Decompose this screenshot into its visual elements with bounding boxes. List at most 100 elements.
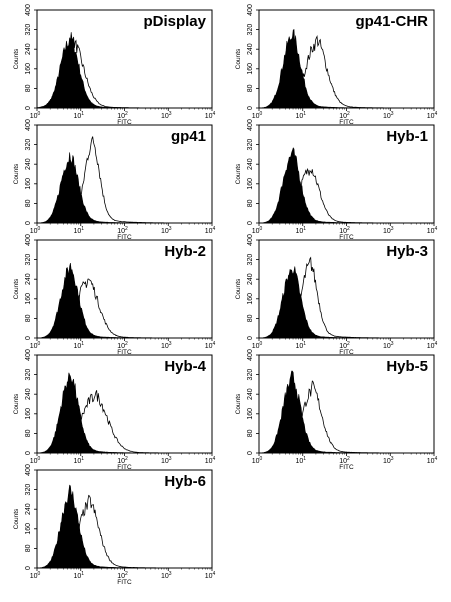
panel-title: Hyb-4 (164, 358, 206, 375)
y-tick-label: 400 (247, 349, 254, 361)
y-tick-label: 320 (247, 24, 254, 36)
x-tick-label: 100 (30, 341, 41, 350)
x-tick-label: 100 (30, 571, 41, 580)
y-tick-label: 400 (247, 119, 254, 131)
x-tick-label: 101 (295, 111, 306, 120)
y-tick-label: 320 (247, 254, 254, 266)
x-tick-label: 104 (205, 111, 216, 120)
x-tick-label: 103 (161, 341, 172, 350)
filled-histogram-series (36, 372, 212, 454)
histogram-panel-9: Hyb-6 0 80 160 240 320 400 Counts 100 101 102 103 10… (13, 464, 216, 586)
x-tick-label: 101 (295, 456, 306, 465)
x-tick-label: 101 (73, 456, 84, 465)
x-tick-label: 104 (427, 341, 438, 350)
y-tick-label: 240 (25, 158, 32, 170)
y-tick-label: 80 (25, 84, 32, 92)
y-tick-label: 160 (247, 293, 254, 305)
y-axis-label: Counts (235, 278, 242, 299)
histogram-panel-8: Hyb-5 0 80 160 240 320 400 Counts 100 101 102 103 10… (235, 349, 438, 471)
y-tick-label: 80 (25, 544, 32, 552)
filled-histogram-series (258, 28, 434, 109)
y-tick-label: 160 (247, 63, 254, 75)
y-tick-label: 80 (25, 314, 32, 322)
x-tick-label: 104 (427, 111, 438, 120)
x-tick-label: 103 (383, 111, 394, 120)
x-axis-label: FITC (117, 234, 132, 241)
x-tick-label: 100 (252, 341, 263, 350)
histogram-panel-6: Hyb-3 0 80 160 240 320 400 Counts 100 101 102 103 10… (235, 234, 438, 356)
panel-title: gp41 (171, 128, 206, 145)
x-tick-label: 102 (117, 571, 128, 580)
y-tick-label: 320 (247, 139, 254, 151)
y-tick-label: 80 (25, 429, 32, 437)
y-tick-label: 400 (247, 4, 254, 16)
y-tick-label: 320 (25, 484, 32, 496)
x-tick-label: 104 (427, 456, 438, 465)
x-tick-label: 101 (73, 226, 84, 235)
x-tick-label: 103 (161, 456, 172, 465)
panel-title: Hyb-5 (386, 358, 428, 375)
y-tick-label: 400 (25, 234, 32, 246)
y-tick-label: 240 (25, 43, 32, 55)
y-tick-label: 160 (247, 178, 254, 190)
x-tick-label: 102 (117, 341, 128, 350)
x-tick-label: 100 (252, 456, 263, 465)
x-axis-label: FITC (117, 349, 132, 356)
x-tick-label: 103 (161, 111, 172, 120)
panel-title: gp41-CHR (355, 13, 428, 30)
y-tick-label: 0 (25, 451, 32, 455)
x-tick-label: 102 (339, 111, 350, 120)
y-axis-label: Counts (235, 393, 242, 414)
x-tick-label: 102 (117, 456, 128, 465)
x-tick-label: 100 (30, 111, 41, 120)
y-tick-label: 400 (247, 234, 254, 246)
histogram-panel-2: gp41-CHR 0 80 160 240 320 400 Counts 100 101 102 10… (235, 4, 438, 126)
y-tick-label: 240 (25, 503, 32, 515)
x-tick-label: 102 (117, 226, 128, 235)
y-tick-label: 400 (25, 349, 32, 361)
x-tick-label: 100 (30, 226, 41, 235)
y-axis-label: Counts (13, 393, 20, 414)
y-tick-label: 80 (247, 429, 254, 437)
y-tick-label: 400 (25, 464, 32, 476)
panel-title: Hyb-2 (164, 243, 206, 260)
x-axis-label: FITC (339, 464, 354, 471)
panel-title: Hyb-3 (386, 243, 428, 260)
x-tick-label: 102 (339, 456, 350, 465)
x-tick-label: 104 (205, 341, 216, 350)
x-tick-label: 100 (30, 456, 41, 465)
y-tick-label: 240 (25, 388, 32, 400)
y-tick-label: 400 (25, 4, 32, 16)
x-tick-label: 101 (73, 341, 84, 350)
x-axis-label: FITC (339, 119, 354, 126)
filled-histogram-series (36, 484, 212, 569)
x-tick-label: 100 (252, 111, 263, 120)
y-tick-label: 0 (247, 106, 254, 110)
y-tick-label: 240 (247, 388, 254, 400)
filled-histogram-series (36, 152, 212, 224)
y-tick-label: 0 (25, 221, 32, 225)
y-tick-label: 0 (25, 566, 32, 570)
histogram-panel-4: Hyb-1 0 80 160 240 320 400 Counts 100 101 102 103 10… (235, 119, 438, 241)
y-tick-label: 160 (25, 178, 32, 190)
x-tick-label: 103 (383, 341, 394, 350)
y-tick-label: 320 (247, 369, 254, 381)
filled-histogram-series (36, 32, 212, 109)
y-tick-label: 160 (25, 293, 32, 305)
y-tick-label: 0 (25, 336, 32, 340)
x-tick-label: 101 (73, 111, 84, 120)
x-tick-label: 103 (383, 226, 394, 235)
filled-histogram-series (258, 370, 434, 454)
x-tick-label: 100 (252, 226, 263, 235)
x-tick-label: 101 (73, 571, 84, 580)
x-axis-label: FITC (117, 119, 132, 126)
x-tick-label: 102 (339, 226, 350, 235)
x-tick-label: 103 (161, 571, 172, 580)
y-tick-label: 0 (247, 451, 254, 455)
x-tick-label: 101 (295, 226, 306, 235)
y-tick-label: 0 (25, 106, 32, 110)
y-tick-label: 80 (247, 199, 254, 207)
x-tick-label: 104 (205, 571, 216, 580)
panel-title: Hyb-1 (386, 128, 428, 145)
